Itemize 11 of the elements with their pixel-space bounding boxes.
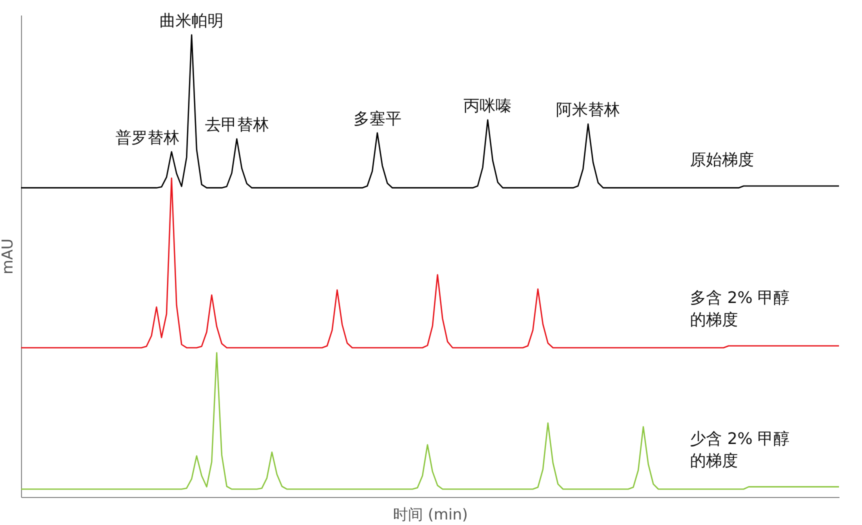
text: 曲米帕明 xyxy=(160,10,224,30)
annotation: 去甲替林 xyxy=(204,114,269,134)
annotation: 阿米替林 xyxy=(556,100,620,120)
x-axis-title: 时间 (min) xyxy=(393,506,468,524)
y-axis-title: mAU xyxy=(0,238,16,274)
series-label: 原始梯度 xyxy=(690,150,754,169)
annotation: 普罗替林 xyxy=(116,128,180,147)
series-label: 多含 2% 甲醇的梯度 xyxy=(690,288,790,329)
annotation: 丙咪嗪 xyxy=(464,96,512,115)
annotation: 多塞平 xyxy=(353,108,402,128)
series-label: 少含 2% 甲醇的梯度 xyxy=(690,428,790,470)
